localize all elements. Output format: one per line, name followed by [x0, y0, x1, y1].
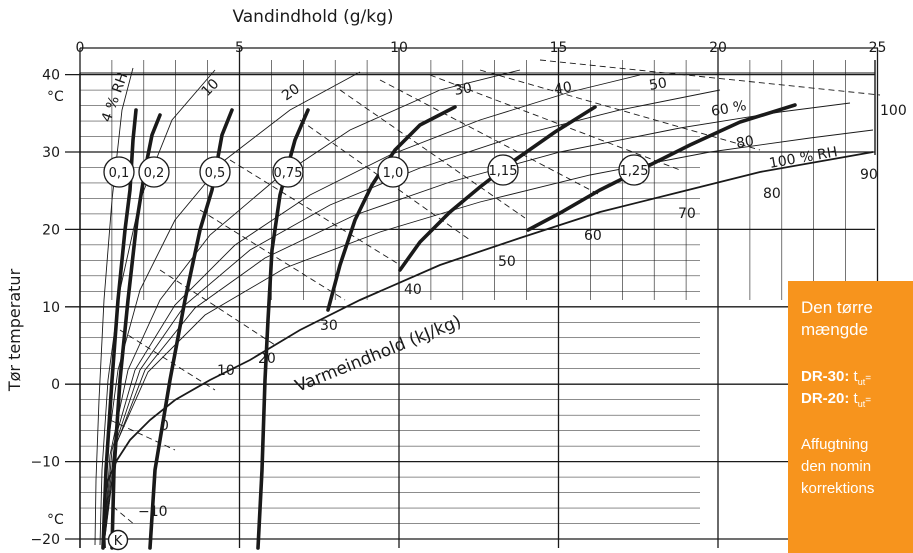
chart-grid — [65, 47, 881, 548]
x-tick-label-0: 0 — [76, 40, 85, 56]
drying-factor-label-2: 0,5 — [205, 166, 226, 181]
drying-factor-label-6: 1,25 — [620, 164, 649, 179]
y-tick-label-3: 10 — [42, 300, 60, 316]
chart-title: Vandindhold (g/kg) — [232, 7, 393, 27]
chart-curves — [94, 67, 874, 549]
rh-label-1: 10 — [199, 76, 223, 100]
drying-curve-3 — [256, 108, 310, 550]
enthalpy-line-9 — [429, 74, 681, 171]
rh-curve-6 — [103, 102, 851, 546]
x-tick-label-15: 15 — [550, 40, 568, 56]
chart-labels: 0,1 0,2 0,5 0,75 1,0 1,15 1,25 0 5 10 15 20 25 40 30 20… — [30, 40, 906, 548]
y-tick-label-4: 0 — [51, 377, 60, 393]
rh-label-5: 50 — [648, 75, 668, 94]
enthalpy-line-5 — [229, 159, 401, 266]
rh-label-0: 4 % RH — [99, 71, 132, 125]
x-tick-label-10: 10 — [390, 40, 408, 56]
drying-factor-circle-1 — [138, 156, 170, 188]
info-line-1: Den tørre — [801, 298, 873, 317]
rh-label-6: 60 % — [710, 98, 748, 120]
y-unit-bottom: °C — [47, 512, 64, 528]
drying-factor-label-4: 1,0 — [383, 166, 404, 181]
info-line-5: Affugtning — [801, 436, 869, 453]
dr20-label: DR-20: — [801, 390, 850, 407]
x-tick-label-20: 20 — [709, 40, 727, 56]
y-axis-label: Tør temperatur — [5, 268, 24, 392]
info-dr30: DR-30: tut= — [801, 368, 871, 387]
rh-label-2: 20 — [279, 81, 303, 104]
info-line-7: korrektions — [801, 480, 875, 497]
info-dr20: DR-20: tut= — [801, 390, 871, 409]
dr20-t: t — [853, 390, 858, 407]
rh-curve-0 — [94, 67, 134, 546]
enthalpy-line-0 — [104, 499, 136, 526]
drying-factor-label-0: 0,1 — [109, 166, 130, 181]
dr20-eq: = — [865, 395, 872, 406]
k-marker-label: K — [114, 534, 123, 549]
y-tick-label-6: −20 — [30, 532, 60, 548]
enthalpy-label-10: 90 — [860, 167, 878, 183]
rh-label-4: 40 — [553, 79, 573, 98]
y-unit-top: °C — [47, 89, 64, 105]
drying-factor-label-1: 0,2 — [144, 166, 165, 181]
enthalpy-label-5: 40 — [404, 282, 422, 298]
enthalpy-label-3: 20 — [258, 351, 276, 367]
rh-curve-2 — [102, 71, 361, 546]
y-tick-label-5: −10 — [30, 455, 60, 471]
drying-curve-5 — [398, 105, 597, 272]
rh-label-3: 30 — [453, 80, 473, 99]
rh-curve-7 — [103, 129, 874, 546]
enthalpy-label-6: 50 — [498, 254, 516, 270]
x-tick-label-25: 25 — [869, 40, 887, 56]
y-tick-label-1: 30 — [42, 145, 60, 161]
enthalpy-label-8: 70 — [678, 206, 696, 222]
rh-label-7: 80 — [735, 133, 755, 152]
drying-factor-label-3: 0,75 — [274, 166, 303, 181]
drying-factor-circle-3 — [272, 156, 304, 188]
enthalpy-label-2: 10 — [217, 363, 235, 379]
y-tick-label-0: 40 — [42, 68, 60, 84]
enthalpy-line-2 — [119, 329, 216, 391]
dr20-sub: ut — [857, 399, 866, 409]
enthalpy-label-9: 80 — [763, 186, 781, 202]
drying-factor-circle-5 — [487, 154, 519, 186]
saturation-curve — [103, 151, 874, 549]
drying-curve-2 — [148, 108, 234, 550]
enthalpy-label-1: 0 — [160, 418, 169, 434]
rh-curve-3 — [103, 69, 521, 546]
enthalpy-label-0: −10 — [138, 504, 168, 520]
enthalpy-line-3 — [159, 269, 276, 346]
drying-curve-4 — [326, 105, 457, 312]
drying-curve-1 — [110, 113, 162, 550]
enthalpy-label-11: 100 — [880, 103, 907, 119]
drying-factor-circle-0 — [103, 156, 135, 188]
drying-curve-0 — [101, 108, 138, 550]
info-line-2: mængde — [801, 320, 869, 339]
enthalpy-label-4: 30 — [320, 318, 338, 334]
dr30-sub: ut — [857, 377, 866, 387]
drying-factor-circle-2 — [199, 156, 231, 188]
info-line-6: den nomin — [801, 458, 872, 475]
drying-factor-circle-6 — [618, 154, 650, 186]
rh-label-8: 100 % RH — [768, 144, 839, 172]
enthalpy-line-1 — [109, 419, 176, 451]
dr30-eq: = — [865, 373, 872, 384]
x-tick-label-5: 5 — [235, 40, 244, 56]
enthalpy-line-8 — [379, 79, 601, 196]
y-tick-label-2: 20 — [42, 222, 60, 238]
k-marker-circle — [107, 529, 129, 551]
rh-curve-4 — [103, 74, 641, 546]
enthalpy-line-7 — [339, 89, 526, 219]
enthalpy-line-11 — [539, 59, 881, 96]
dr30-label: DR-30: — [801, 368, 850, 385]
info-box: Den tørre mængde DR-30: tut= DR-20: tut=… — [788, 281, 913, 553]
drying-factor-circle-4 — [377, 156, 409, 188]
enthalpy-label-7: 60 — [584, 228, 602, 244]
dr30-t: t — [853, 368, 858, 385]
drying-factor-label-5: 1,15 — [489, 164, 518, 179]
